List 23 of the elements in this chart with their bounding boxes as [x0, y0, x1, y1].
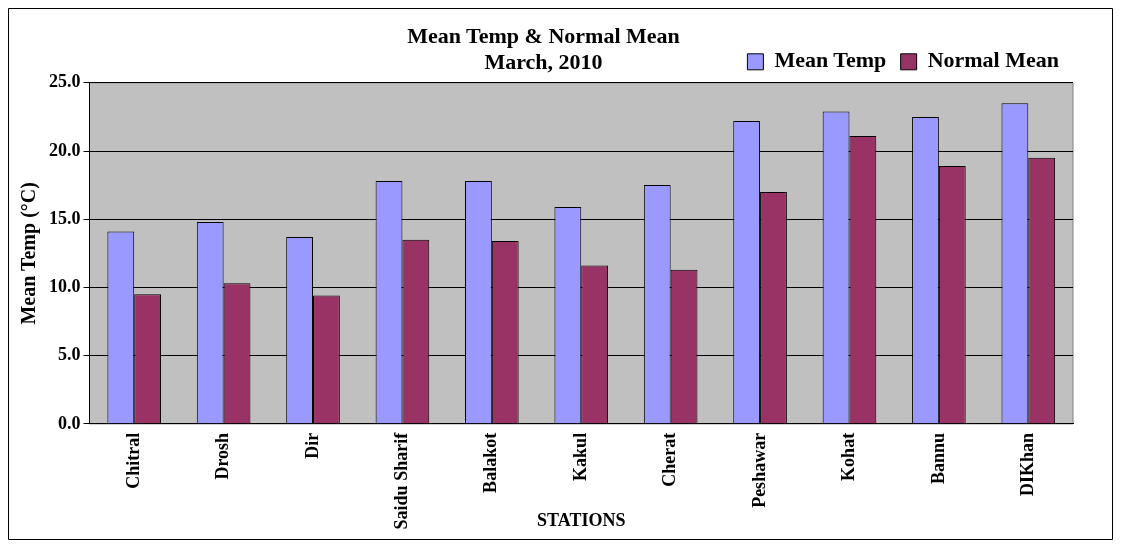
x-tick-label: Bannu: [927, 432, 948, 484]
legend-label: Normal Mean: [927, 47, 1059, 73]
x-axis-title: STATIONS: [537, 509, 626, 530]
x-tick-label: Peshawar: [748, 432, 769, 508]
y-tick-label: 25.0: [49, 71, 81, 92]
y-tick-label: 5.0: [58, 344, 81, 365]
y-axis-title: Mean Temp (°C): [17, 182, 41, 325]
legend-label: Mean Temp: [774, 47, 887, 73]
x-tick-label: Drosh: [212, 432, 233, 480]
x-tick-label: Kohat: [838, 432, 859, 481]
text: Mean Temp & Normal Mean: [407, 22, 680, 48]
x-tick-label: Dir: [301, 432, 322, 459]
x-tick-label: Balakot: [480, 432, 501, 493]
x-tick-label: Saidu Sharif: [391, 431, 412, 530]
y-tick-label: 10.0: [49, 276, 81, 297]
y-tick-label: 0.0: [58, 412, 81, 433]
x-tick-label: Chitral: [122, 432, 143, 489]
x-tick-label: Cherat: [659, 432, 680, 487]
y-tick-label: 20.0: [49, 139, 81, 160]
y-tick-label: 15.0: [49, 207, 81, 228]
x-tick-label: DIKhan: [1016, 432, 1037, 496]
x-tick-label: Kakul: [569, 432, 590, 481]
text: March, 2010: [484, 49, 603, 75]
